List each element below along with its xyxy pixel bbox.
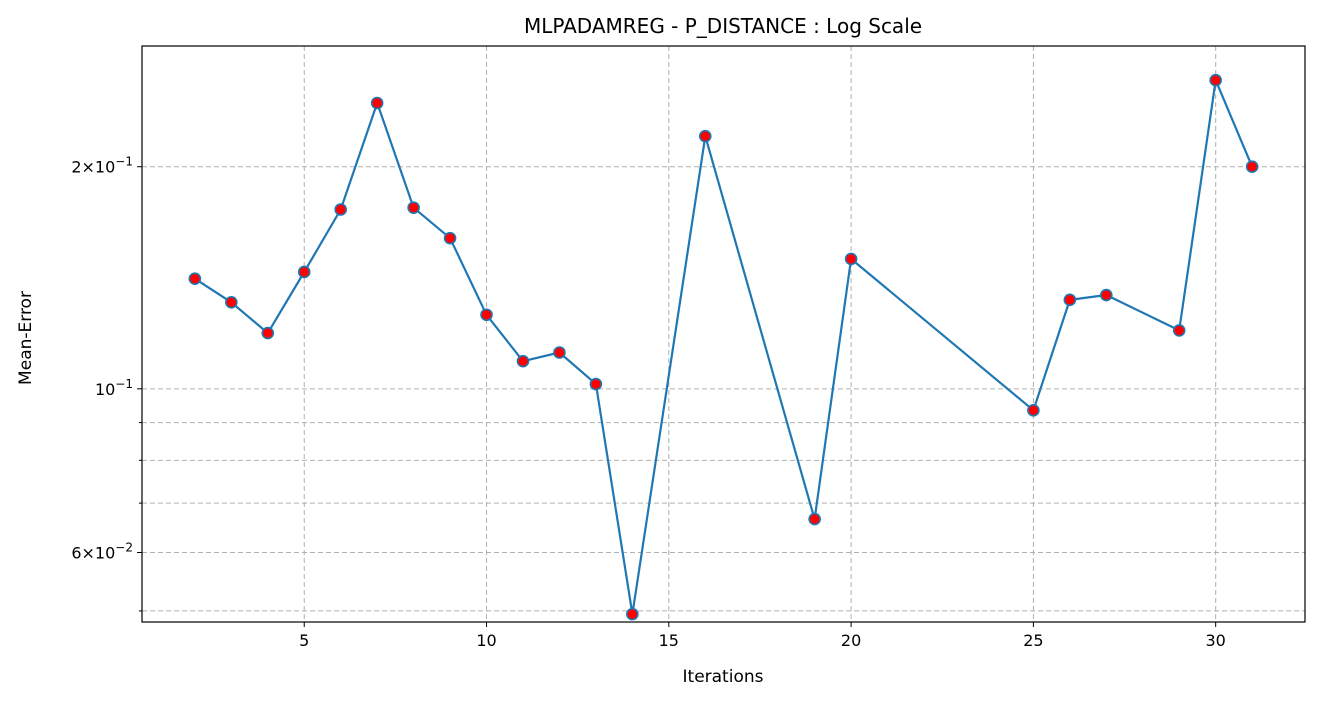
series-markers xyxy=(188,73,1259,621)
chart-title: MLPADAMREG - P_DISTANCE : Log Scale xyxy=(524,14,922,38)
data-point xyxy=(626,607,639,621)
x-tick-label: 20 xyxy=(841,631,861,650)
grid xyxy=(142,46,1305,622)
data-point xyxy=(297,265,311,279)
data-point xyxy=(407,201,420,214)
data-point xyxy=(589,377,603,391)
plot-frame xyxy=(141,45,1306,623)
data-point xyxy=(370,96,384,110)
data-point xyxy=(225,295,238,309)
data-point xyxy=(808,512,821,526)
x-tick-label: 30 xyxy=(1205,631,1225,650)
series-line xyxy=(194,79,1254,616)
y-tick-label: 2×10−1 xyxy=(71,155,133,177)
data-point xyxy=(334,203,347,216)
x-axis-label: Iterations xyxy=(683,667,764,687)
y-axis-label: Mean-Error xyxy=(16,291,36,385)
data-point xyxy=(553,346,566,359)
y-tick-label: 10−1 xyxy=(95,377,133,399)
data-point xyxy=(698,129,712,143)
data-point xyxy=(1209,73,1222,87)
data-point xyxy=(844,252,858,266)
x-tick-label: 15 xyxy=(659,631,679,650)
data-point xyxy=(443,231,457,245)
y-tick-label: 6×10−2 xyxy=(71,540,133,562)
data-point xyxy=(1027,404,1040,417)
data-point xyxy=(480,308,493,322)
x-tick-label: 25 xyxy=(1023,631,1043,650)
data-point xyxy=(1063,293,1077,307)
data-point xyxy=(1245,160,1259,174)
data-point xyxy=(188,272,202,286)
y-axis-ticks: 2×10−1 10−1 6×10−2 xyxy=(71,155,142,612)
data-point xyxy=(1100,288,1113,302)
x-tick-label: 5 xyxy=(299,631,309,650)
data-point xyxy=(516,354,530,368)
x-axis-ticks: 5 10 15 20 25 30 xyxy=(299,622,1226,650)
data-point xyxy=(261,326,275,340)
data-point xyxy=(1172,324,1186,337)
x-tick-label: 10 xyxy=(476,631,496,650)
series-line-path xyxy=(194,79,1254,616)
